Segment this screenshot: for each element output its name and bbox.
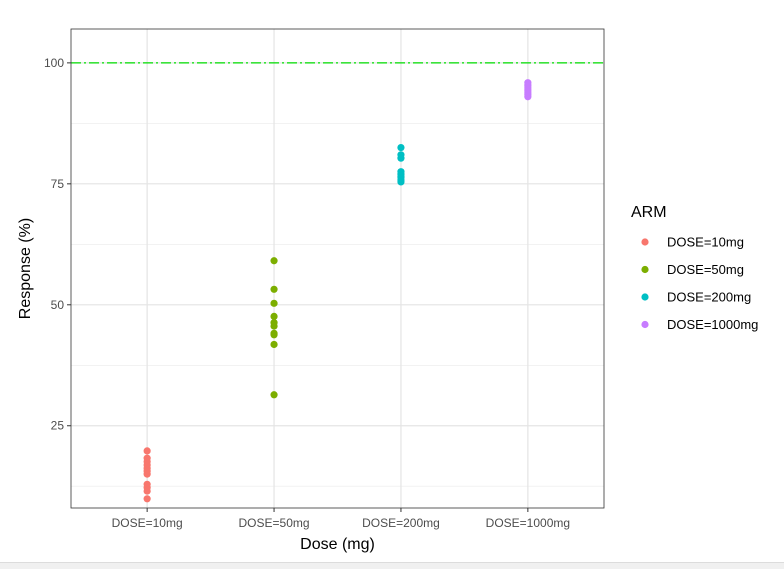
data-point [270,285,278,293]
x-tick-label: DOSE=200mg [362,516,440,530]
legend-key [641,293,649,301]
data-point [270,331,278,339]
data-point [143,470,151,478]
data-point [143,495,151,503]
x-tick-label: DOSE=1000mg [486,516,570,530]
data-point [397,178,405,186]
y-tick-label: 25 [51,419,65,433]
grid-lines [71,29,604,508]
data-point [143,447,151,455]
data-point [524,93,532,101]
y-tick-label: 100 [44,56,64,70]
x-axis-title: Dose (mg) [300,536,375,553]
x-axis-ticks: DOSE=10mg DOSE=50mg DOSE=200mg DOSE=1000mg [112,508,570,530]
plot-panel-border [70,28,605,509]
legend: ARM DOSE=10mg DOSE=50mg DOSE=200mg DOSE=100… [631,204,758,332]
data-point [270,257,278,265]
y-tick-label: 75 [51,177,65,191]
legend-key [641,265,649,274]
legend-label: DOSE=10mg [667,235,744,250]
legend-key [641,320,649,329]
y-tick-label: 50 [51,298,65,312]
legend-label: DOSE=50mg [667,262,744,277]
data-point [270,340,278,349]
y-axis-ticks: 25 50 75 100 [44,56,71,433]
window-bottom-edge [0,562,784,569]
data-point [397,154,405,162]
data-point [397,143,405,152]
data-point [270,391,278,399]
legend-label: DOSE=1000mg [667,317,758,332]
data-point [270,312,278,320]
y-axis-title: Response (%) [17,218,34,319]
x-tick-label: DOSE=10mg [112,516,183,530]
legend-title: ARM [631,204,667,221]
legend-label: DOSE=200mg [667,290,751,305]
x-tick-label: DOSE=50mg [239,516,310,530]
data-points [143,79,532,503]
data-point [270,299,278,307]
data-point [143,487,151,495]
legend-key [641,238,649,246]
data-point [270,322,278,330]
